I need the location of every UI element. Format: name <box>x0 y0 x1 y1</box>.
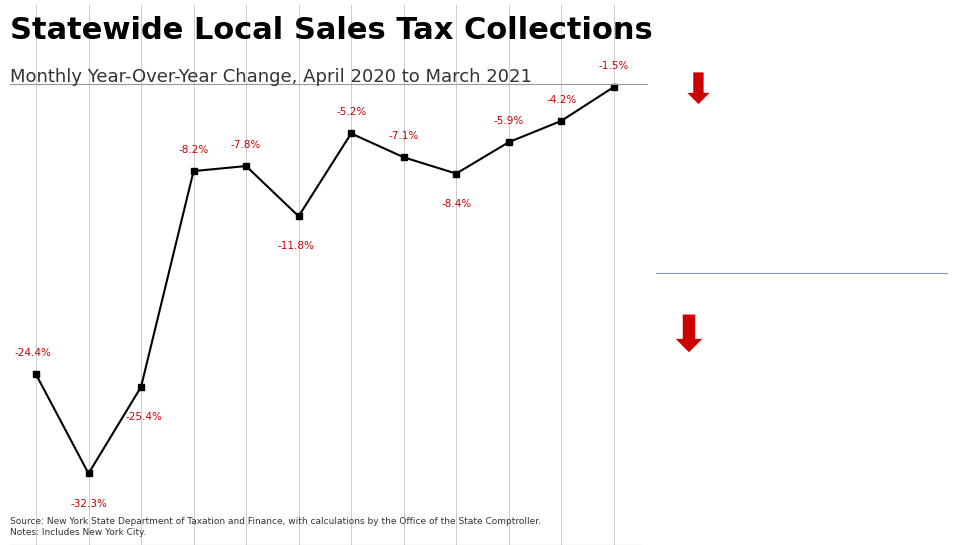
Text: -4.2%: -4.2% <box>546 95 576 105</box>
Text: PANDEMIC IMPACT: PANDEMIC IMPACT <box>740 283 862 296</box>
Text: -8.4%: -8.4% <box>441 199 471 209</box>
Text: -32.3%: -32.3% <box>70 499 107 508</box>
Text: -24.4%: -24.4% <box>15 348 52 358</box>
Text: -25.4%: -25.4% <box>126 412 162 422</box>
Text: -5.2%: -5.2% <box>336 107 366 117</box>
Text: -1.5%: -1.5% <box>598 60 629 71</box>
Text: *April 2020-March 2021 compared to April 2019-March 2020: *April 2020-March 2021 compared to April… <box>665 514 939 523</box>
Text: -5.9%: -5.9% <box>493 116 523 126</box>
Text: ⬇: ⬇ <box>681 70 716 112</box>
Text: Source: New York State Department of Taxation and Finance, with calculations by : Source: New York State Department of Tax… <box>10 517 541 537</box>
Text: ⬇: ⬇ <box>667 313 709 361</box>
Text: -7.8%: -7.8% <box>231 140 261 150</box>
Text: 3.9%: 3.9% <box>774 62 927 116</box>
Text: -7.1%: -7.1% <box>388 131 418 141</box>
Text: Statewide Local Sales Tax Collections: Statewide Local Sales Tax Collections <box>10 16 653 45</box>
Text: JANUARY-MARCH 2021: JANUARY-MARCH 2021 <box>728 30 875 43</box>
Text: -11.8%: -11.8% <box>277 241 314 251</box>
Text: -8.2%: -8.2% <box>178 145 208 155</box>
Text: Down $2.2 billion*: Down $2.2 billion* <box>740 440 863 453</box>
Text: 11.8%: 11.8% <box>739 310 960 372</box>
Text: Monthly Year-Over-Year Change, April 2020 to March 2021: Monthly Year-Over-Year Change, April 202… <box>10 68 531 86</box>
Text: $173 million less than
January-March 2020: $173 million less than January-March 202… <box>733 221 871 253</box>
